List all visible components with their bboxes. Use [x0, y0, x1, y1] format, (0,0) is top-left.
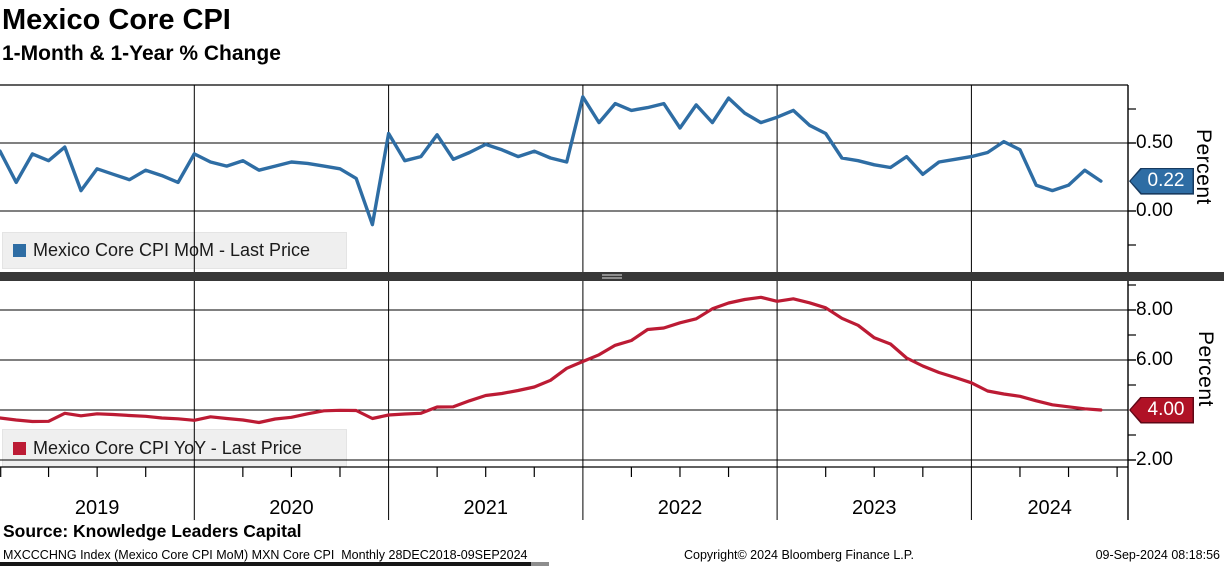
yoy-legend-swatch-icon	[13, 441, 26, 455]
y-axis-tick-label: 8.00	[1136, 299, 1173, 320]
x-axis-year-label: 2023	[852, 497, 897, 519]
chart-subtitle: 1-Month & 1-Year % Change	[2, 42, 281, 65]
x-axis-year-label: 2021	[463, 497, 509, 519]
legend-mom: Mexico Core CPI MoM - Last Price	[2, 232, 347, 269]
mom-legend-swatch-icon	[13, 244, 26, 257]
x-axis-year-label: 2024	[1027, 497, 1072, 519]
mom-last-price-badge: 0.22	[1129, 167, 1194, 195]
mom-line-series	[0, 95, 1103, 227]
mom-legend-label: Mexico Core CPI MoM - Last Price	[33, 240, 311, 260]
yoy-line-series	[0, 295, 1103, 425]
y-axis-tick-label: 2.00	[1136, 449, 1173, 470]
mom-last-price-value: 0.22	[1130, 169, 1193, 194]
y-axis-tick-label: 0.00	[1136, 200, 1173, 221]
yoy-legend-label: Mexico Core CPI YoY - Last Price	[33, 437, 302, 458]
y-axis-tick-label: 6.00	[1136, 349, 1173, 370]
window-bottom-edge-chip	[531, 562, 549, 566]
source-credit: Source: Knowledge Leaders Capital	[3, 521, 302, 541]
legend-yoy: Mexico Core CPI YoY - Last Price	[2, 429, 347, 467]
x-axis-year-label: 2022	[657, 497, 703, 519]
chart-title: Mexico Core CPI	[2, 4, 231, 36]
footer-timestamp: 09-Sep-2024 08:18:56	[1095, 548, 1220, 562]
footer-ticker-info: MXCCCHNG Index (Mexico Core CPI MoM) MXN…	[3, 548, 528, 562]
x-axis-year-label: 2019	[74, 497, 120, 519]
window-bottom-edge	[0, 562, 549, 566]
bottom-panel-y-axis-title: Percent	[1194, 331, 1217, 407]
panel-divider	[0, 272, 1224, 281]
x-axis-year-label: 2020	[269, 497, 314, 519]
yoy-last-price-badge: 4.00	[1129, 396, 1194, 424]
y-axis-tick-label: 0.50	[1136, 132, 1173, 153]
footer-copyright: Copyright© 2024 Bloomberg Finance L.P.	[684, 548, 914, 562]
yoy-last-price-value: 4.00	[1130, 398, 1193, 422]
top-panel-y-axis-title: Percent	[1192, 129, 1215, 205]
